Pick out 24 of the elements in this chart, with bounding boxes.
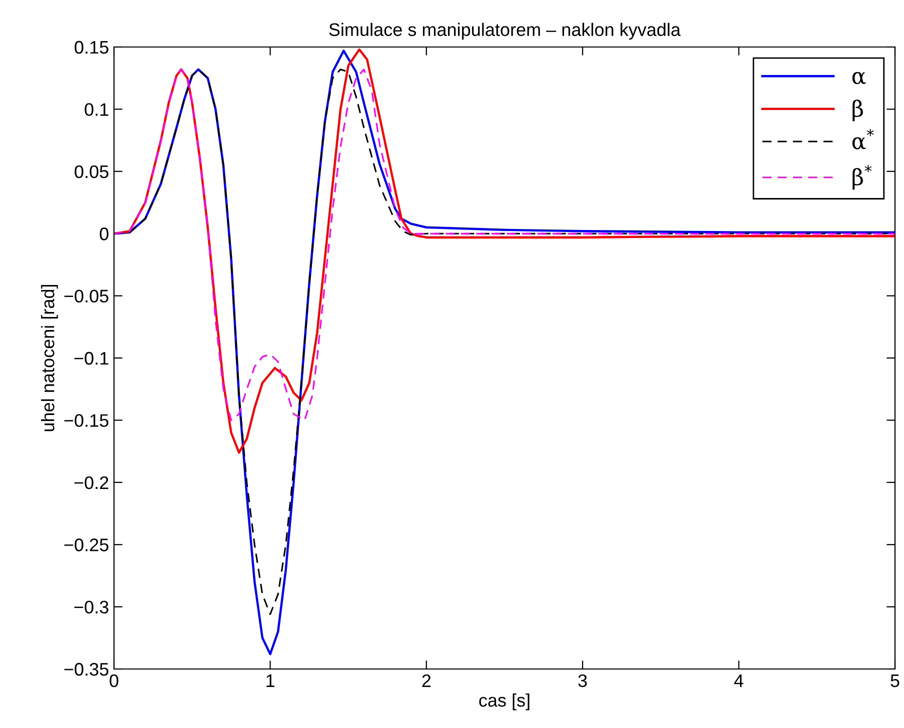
y-tick-label: 0.1: [84, 103, 108, 116]
legend-label: β$^{*}$: [852, 164, 872, 190]
y-tick-label: 0.15: [74, 40, 108, 54]
y-tick-label: −0.2: [74, 476, 108, 490]
y-tick-label: 0.05: [74, 165, 108, 178]
x-tick-label: 3: [578, 674, 587, 688]
y-tick-label: −0.25: [64, 538, 108, 552]
y-tick-label: −0.3: [74, 600, 108, 614]
legend-label: α: [852, 72, 866, 84]
x-tick-label: 2: [422, 674, 431, 687]
legend-label: β: [852, 100, 863, 122]
y-tick-label: −0.15: [64, 414, 108, 427]
x-tick-label: 5: [890, 674, 900, 688]
x-axis-title: cas [s]: [479, 693, 530, 710]
legend-label: α$^{*}$: [852, 129, 874, 150]
y-tick-label: −0.35: [64, 662, 108, 676]
x-tick-label: 4: [734, 674, 744, 687]
chart-title: Simulace s manipulatorem – naklon kyvadla: [329, 22, 681, 40]
y-tick-label: −0.1: [74, 352, 108, 365]
y-tick-label: 0: [100, 228, 108, 240]
x-tick-label: 0: [110, 674, 118, 688]
x-tick-label: 1: [266, 674, 274, 687]
y-axis-title: uhel natoceni [rad]: [41, 285, 58, 432]
y-tick-label: −0.05: [64, 290, 108, 303]
